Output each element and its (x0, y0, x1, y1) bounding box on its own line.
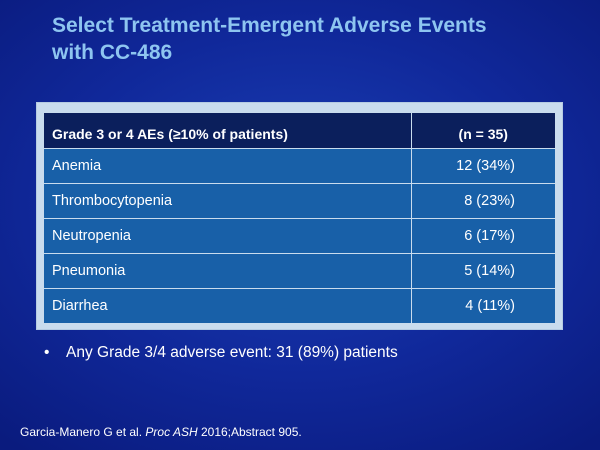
event-cell: Anemia (44, 147, 412, 183)
slide-title: Select Treatment-Emergent Adverse Events… (52, 12, 572, 66)
bullet-dot-icon: • (44, 344, 50, 361)
citation: Garcia-Manero G et al. Proc ASH 2016;Abs… (20, 425, 302, 439)
summary-bullet: • Any Grade 3/4 adverse event: 31 (89%) p… (44, 344, 398, 362)
count-cell: 12 (34%) (411, 147, 555, 183)
count-cell: 8 (23%) (411, 182, 555, 218)
event-cell: Thrombocytopenia (44, 182, 412, 218)
summary-bullet-text: Any Grade 3/4 adverse event: 31 (89%) pa… (66, 344, 398, 361)
event-cell: Diarrhea (44, 287, 412, 323)
count-cell: 6 (17%) (411, 217, 555, 253)
table-frame: Grade 3 or 4 AEs (≥10% of patients) (n =… (36, 102, 563, 330)
table-row: Neutropenia 6 (17%) (44, 217, 555, 253)
count-cell: 4 (11%) (411, 287, 555, 323)
count-cell: 5 (14%) (411, 252, 555, 288)
table-header-row: Grade 3 or 4 AEs (≥10% of patients) (n =… (44, 113, 555, 148)
citation-details: 2016;Abstract 905. (197, 425, 302, 439)
adverse-events-table: Grade 3 or 4 AEs (≥10% of patients) (n =… (44, 113, 555, 323)
table-row: Anemia 12 (34%) (44, 147, 555, 183)
event-cell: Pneumonia (44, 252, 412, 288)
event-cell: Neutropenia (44, 217, 412, 253)
table-row: Thrombocytopenia 8 (23%) (44, 182, 555, 218)
slide-title-line1: Select Treatment-Emergent Adverse Events (52, 14, 487, 37)
table-row: Diarrhea 4 (11%) (44, 287, 555, 323)
slide-title-line2: with CC-486 (52, 41, 173, 64)
header-event-column: Grade 3 or 4 AEs (≥10% of patients) (44, 113, 412, 148)
citation-authors: Garcia-Manero G et al. (20, 425, 146, 439)
table-row: Pneumonia 5 (14%) (44, 252, 555, 288)
citation-journal: Proc ASH (145, 425, 198, 439)
header-count-column: (n = 35) (411, 113, 555, 148)
